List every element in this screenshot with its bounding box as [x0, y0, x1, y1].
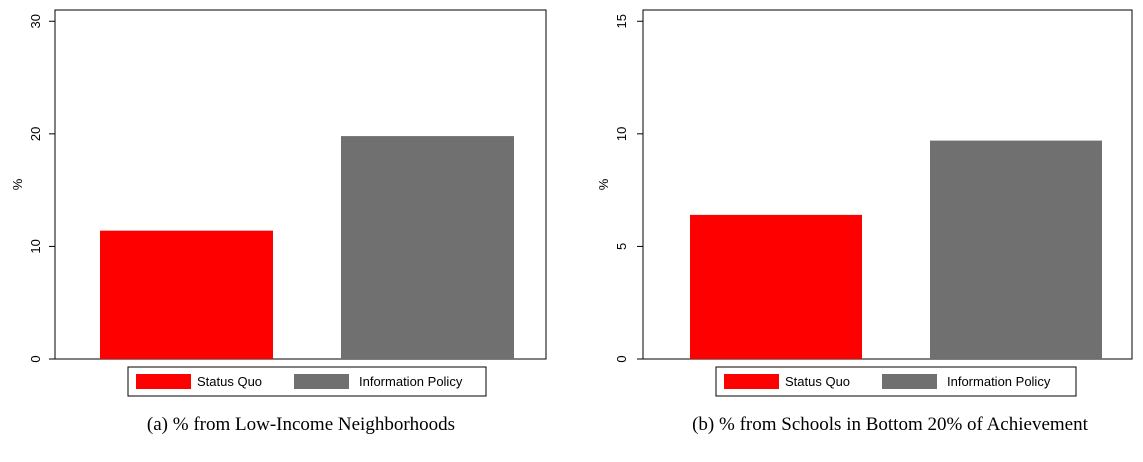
legend-swatch	[882, 374, 937, 389]
legend-label: Status Quo	[197, 374, 262, 389]
legend-swatch	[294, 374, 349, 389]
panel-b: 0 5 10 15% Status Quo Information Policy (b) %…	[596, 9, 1133, 435]
bar-status-quo	[690, 214, 862, 359]
figure-caption: (a) % from Low-Income Neighborhoods	[147, 414, 455, 435]
y-axis-label: %	[596, 178, 611, 190]
bar-information-policy	[930, 140, 1102, 359]
bar-status-quo	[100, 230, 273, 359]
legend-label: Information Policy	[947, 374, 1051, 389]
legend-swatch	[724, 374, 779, 389]
y-tick-label: 20	[28, 127, 43, 141]
y-tick-label: 0	[614, 355, 629, 362]
legend-swatch	[136, 374, 191, 389]
legend: Status Quo Information Policy	[715, 366, 1077, 397]
legend: Status Quo Information Policy	[127, 366, 487, 397]
y-tick-label: 15	[614, 14, 629, 28]
bar-information-policy	[341, 136, 514, 359]
legend-label: Information Policy	[359, 374, 463, 389]
y-axis-label: %	[10, 178, 25, 190]
y-tick-label: 5	[614, 243, 629, 250]
y-tick-label: 0	[28, 355, 43, 362]
y-tick-label: 10	[28, 239, 43, 253]
y-tick-label: 10	[614, 127, 629, 141]
y-tick-label: 30	[28, 14, 43, 28]
legend-label: Status Quo	[785, 374, 850, 389]
plot-frame	[642, 9, 1133, 360]
figure-caption: (b) % from Schools in Bottom 20% of Achi…	[692, 414, 1088, 435]
plot-frame	[54, 9, 547, 360]
panel-a: 0 10 20 30% Status Quo Information Policy (a) …	[10, 9, 547, 435]
